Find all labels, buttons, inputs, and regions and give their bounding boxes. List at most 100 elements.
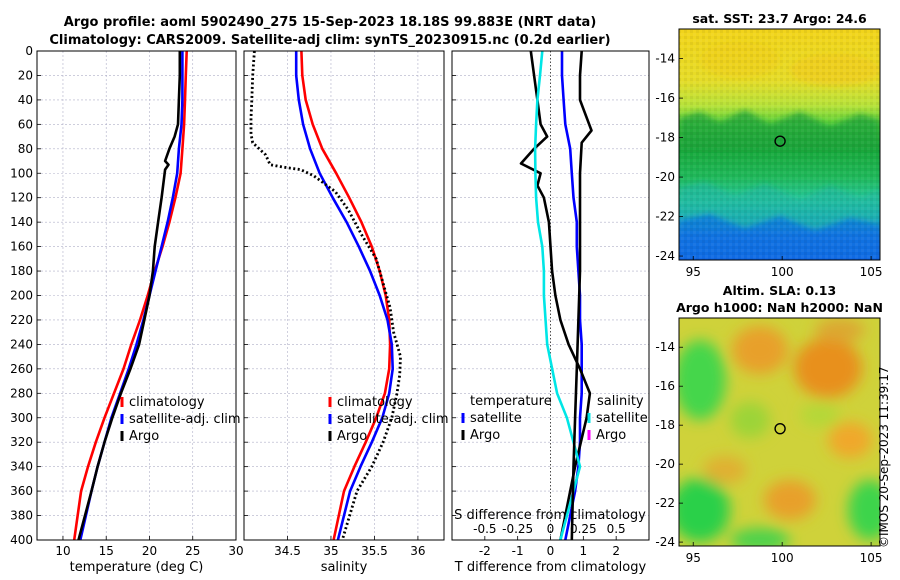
y-tick-label: 260 [10, 362, 33, 376]
x-tick-label: 34.5 [274, 544, 301, 558]
y-tick-label: 160 [10, 240, 33, 254]
x-axis-label: salinity [321, 560, 368, 575]
map-y-tick-label: -14 [655, 52, 675, 66]
x-axis-label-top: S difference from climatology [454, 508, 646, 523]
sst-map-title: sat. SST: 23.7 Argo: 24.6 [692, 11, 867, 26]
series-line-temperature-argo [519, 51, 592, 540]
figure-title-line2: Climatology: CARS2009. Satellite-adj cli… [49, 33, 611, 48]
map-y-tick-label: -16 [655, 91, 675, 105]
y-tick-label: 80 [18, 142, 33, 156]
map-y-tick-label: -24 [655, 249, 675, 263]
series-group [249, 51, 402, 540]
y-tick-label: 140 [10, 215, 33, 229]
y-tick-label: 60 [18, 117, 33, 131]
map-y-tick-label: -22 [655, 496, 675, 510]
x-tick-label: 0 [547, 544, 555, 558]
y-tick-label: 180 [10, 264, 33, 278]
map-x-tick-label: 95 [686, 265, 701, 279]
map-y-tick-label: -24 [655, 535, 675, 549]
sla-map [678, 317, 881, 547]
x-tick-label: 1 [580, 544, 588, 558]
legend-label: Argo [596, 428, 626, 443]
y-tick-label: 220 [10, 313, 33, 327]
series-group [519, 51, 593, 540]
series-line-salinity-satellite [533, 51, 582, 540]
y-tick-label: 40 [18, 93, 33, 107]
series-line-argo [77, 51, 182, 540]
map-x-tick-label: 95 [686, 551, 701, 565]
x-axis-label: temperature (deg C) [70, 560, 204, 575]
sla-map-axes: 95 100 105 -14 -16 -18 -20 -22 -24 [655, 340, 882, 565]
map-x-tick-label: 100 [771, 551, 794, 565]
imos-timestamp: ©IMOS 20-Sep-2023 11:39:17 [877, 366, 891, 548]
x-tick-label: 15 [99, 544, 114, 558]
figure-title-line1: Argo profile: aoml 5902490_275 15-Sep-20… [63, 15, 597, 30]
x-axis-label: T difference from climatology [454, 560, 647, 575]
legend-label: Argo [129, 429, 159, 444]
y-tick-label: 340 [10, 460, 33, 474]
legend-label: satellite [470, 411, 522, 426]
plot-frame [451, 50, 650, 541]
x-tick-label-top: 0.5 [607, 522, 626, 536]
y-tick-label: 360 [10, 484, 33, 498]
series-line-salinity-argo [570, 51, 593, 540]
y-tick-label: 300 [10, 411, 33, 425]
x-tick-label: 2 [612, 544, 620, 558]
sst-map [678, 28, 881, 261]
map-y-tick-label: -18 [655, 131, 675, 145]
sst-map-axes: 95 100 105 -14 -16 -18 -20 -22 -24 [655, 52, 882, 279]
argo-float-marker [774, 135, 786, 147]
sla-field-features [679, 318, 880, 546]
y-tick-label: 100 [10, 166, 33, 180]
map-y-tick-label: -18 [655, 418, 675, 432]
x-tick-label: 36 [410, 544, 425, 558]
plot-frame [36, 50, 237, 541]
legend-label: satellite-adj. clim [129, 412, 241, 427]
x-tick-label: 35.5 [361, 544, 388, 558]
x-tick-label-top: 0.25 [570, 522, 597, 536]
legend-title-salinity: salinity [597, 394, 644, 409]
x-tick-label: 35 [323, 544, 338, 558]
legend-label: Argo [470, 428, 500, 443]
y-tick-label: 240 [10, 337, 33, 351]
y-tick-label: 0 [25, 44, 33, 58]
x-tick-label: -1 [512, 544, 524, 558]
x-tick-label-top: 0 [547, 522, 555, 536]
legend-label: Argo [337, 429, 367, 444]
x-tick-label-top: -0.5 [473, 522, 496, 536]
map-y-tick-label: -16 [655, 379, 675, 393]
plot-frame [243, 50, 445, 541]
x-tick-label: 25 [185, 544, 200, 558]
series-group [72, 51, 188, 540]
x-tick-label: -2 [479, 544, 491, 558]
x-tick-label: 30 [228, 544, 243, 558]
map-y-tick-label: -20 [655, 170, 675, 184]
argo-float-marker [774, 422, 786, 435]
difference-panel: -2 -1 0 1 2 T difference from climatology temp… [451, 50, 650, 575]
map-y-tick-label: -22 [655, 210, 675, 224]
y-tick-label: 20 [18, 68, 33, 82]
legend-label: climatology [129, 395, 205, 410]
legend-label: climatology [337, 395, 413, 410]
x-tick-label: 10 [55, 544, 70, 558]
map-y-tick-label: -20 [655, 457, 675, 471]
sla-map-title-line1: Altim. SLA: 0.13 [722, 283, 837, 298]
y-tick-label: 320 [10, 435, 33, 449]
x-tick-label: 20 [142, 544, 157, 558]
y-tick-label: 200 [10, 289, 33, 303]
map-x-tick-label: 105 [860, 551, 883, 565]
map-x-tick-label: 105 [860, 265, 883, 279]
sla-map-title-line2: Argo h1000: NaN h2000: NaN [676, 300, 883, 315]
salinity-panel: 34.5 35 35.5 36 salinity climatology satellite… [243, 50, 449, 575]
series-line-satellite-adj-clim [294, 51, 395, 540]
y-tick-label: 120 [10, 191, 33, 205]
series-line-climatology [300, 51, 392, 540]
x-tick-label-top: -0.25 [502, 522, 533, 536]
y-tick-label: 380 [10, 509, 33, 523]
y-tick-label: 280 [10, 386, 33, 400]
y-tick-label: 400 [10, 533, 33, 547]
legend-label: satellite-adj. clim [337, 412, 449, 427]
map-x-tick-label: 100 [771, 265, 794, 279]
map-y-tick-label: -14 [655, 340, 675, 354]
